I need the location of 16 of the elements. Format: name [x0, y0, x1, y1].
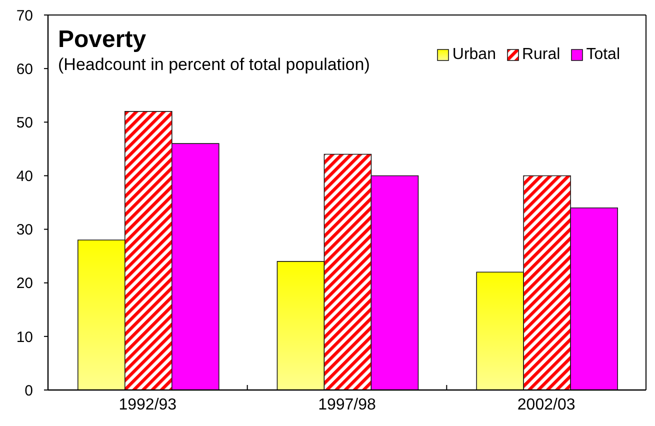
x-tick-label: 1997/98 [318, 396, 376, 414]
legend-label: Total [586, 46, 620, 64]
y-tick-label: 20 [16, 275, 33, 292]
y-tick-label: 40 [16, 168, 33, 186]
x-tick-label: 1992/93 [118, 396, 177, 414]
y-tick-label: 60 [16, 60, 33, 78]
x-tick-label: 2002/03 [517, 396, 576, 414]
y-tick-label: 70 [16, 7, 33, 24]
legend-label: Rural [522, 46, 560, 64]
legend-label: Urban [452, 46, 496, 64]
y-tick-label: 0 [24, 382, 33, 400]
text: (Headcount in percent of total population) [58, 55, 370, 74]
text: Poverty [58, 26, 146, 53]
y-tick-label: 50 [16, 114, 33, 132]
y-tick-label: 30 [16, 222, 33, 239]
y-tick-label: 10 [16, 328, 33, 346]
